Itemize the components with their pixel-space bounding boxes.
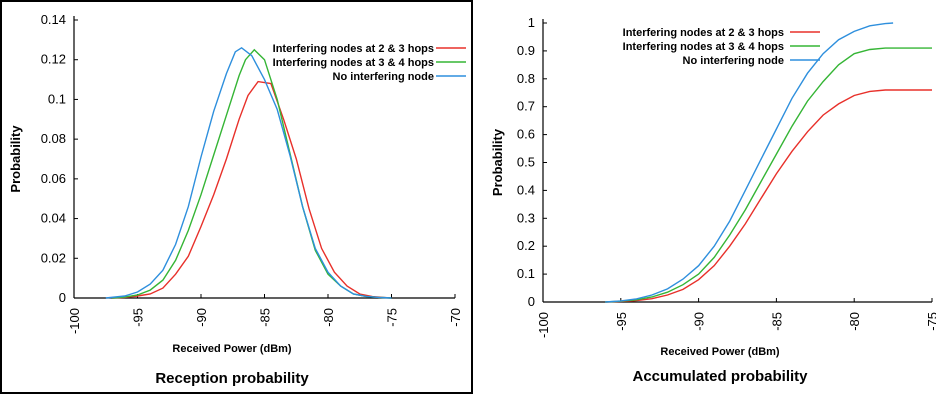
reception-probability-chart: 0 0.02 0.04 0.06 0.08 0.1 0.12 0.14 -100 -95 -90 -8… <box>0 0 473 394</box>
series-line-3 <box>605 22 894 303</box>
series-line-3 <box>105 46 392 299</box>
y-tick-label: 0.2 <box>517 238 535 253</box>
legend-label: Interfering nodes at 3 & 4 hops <box>623 41 784 53</box>
y-tick-label: 0.14 <box>41 12 66 27</box>
x-tick-label: -80 <box>847 312 862 331</box>
series-line-1 <box>112 80 392 299</box>
y-tick-label: 0.1 <box>517 266 535 281</box>
x-tick-label: -100 <box>536 312 551 338</box>
panel-border <box>0 0 473 394</box>
accumulated-probability-chart: 0 0.1 0.2 0.3 0.4 0.5 0.6 0.7 0.8 0.9 1 -100 -95 -90 -… <box>490 15 936 385</box>
x-tick-label: -75 <box>925 312 936 331</box>
series-line-2 <box>605 47 932 303</box>
x-axis-label: Received Power (dBm) <box>660 346 780 358</box>
x-tick-label: -85 <box>258 308 273 327</box>
chart-caption: Reception probability <box>155 370 309 387</box>
x-tick-label: -95 <box>131 308 146 327</box>
y-tick-label: 0.3 <box>517 210 535 225</box>
x-tick-label: -95 <box>614 312 629 331</box>
y-tick-label: 0.5 <box>517 155 535 170</box>
x-axis-label: Received Power (dBm) <box>172 343 292 355</box>
x-tick-label: -70 <box>448 308 463 327</box>
legend-label: Interfering nodes at 3 & 4 hops <box>273 57 434 69</box>
legend-label: No interfering node <box>683 55 784 67</box>
y-tick-label: 0.8 <box>517 71 535 86</box>
legend-label: Interfering nodes at 2 & 3 hops <box>623 27 784 39</box>
x-tick-label: -90 <box>692 312 707 331</box>
accumulated-probability-panel: 0 0.1 0.2 0.3 0.4 0.5 0.6 0.7 0.8 0.9 1 -100 -95 -90 -… <box>474 0 936 394</box>
y-axis-label: Probability <box>8 125 23 193</box>
x-tick-label: -85 <box>769 312 784 331</box>
y-tick-label: 0.02 <box>41 250 66 265</box>
legend-label: Interfering nodes at 2 & 3 hops <box>273 43 434 55</box>
y-tick-label: 0.04 <box>41 211 66 226</box>
y-tick-label: 0.06 <box>41 171 66 186</box>
x-tick-label: -80 <box>321 308 336 327</box>
y-tick-label: 0 <box>59 290 66 305</box>
y-tick-label: 0.12 <box>41 52 66 67</box>
y-tick-label: 0.6 <box>517 127 535 142</box>
reception-probability-panel: 0 0.02 0.04 0.06 0.08 0.1 0.12 0.14 -100 -95 -90 -8… <box>0 0 473 394</box>
y-axis-label: Probability <box>490 128 505 196</box>
y-tick-label: 0.08 <box>41 131 66 146</box>
y-tick-label: 1 <box>528 15 535 30</box>
series-line-2 <box>112 48 392 299</box>
legend-label: No interfering node <box>333 71 434 83</box>
y-tick-label: 0.9 <box>517 43 535 58</box>
x-tick-label: -75 <box>385 308 400 327</box>
y-tick-label: 0 <box>528 294 535 309</box>
y-tick-label: 0.1 <box>48 91 66 106</box>
chart-caption: Accumulated probability <box>632 368 808 385</box>
x-tick-label: -100 <box>67 308 82 334</box>
y-tick-label: 0.7 <box>517 99 535 114</box>
x-tick-label: -90 <box>194 308 209 327</box>
y-tick-label: 0.4 <box>517 182 535 197</box>
series-line-1 <box>605 89 932 303</box>
